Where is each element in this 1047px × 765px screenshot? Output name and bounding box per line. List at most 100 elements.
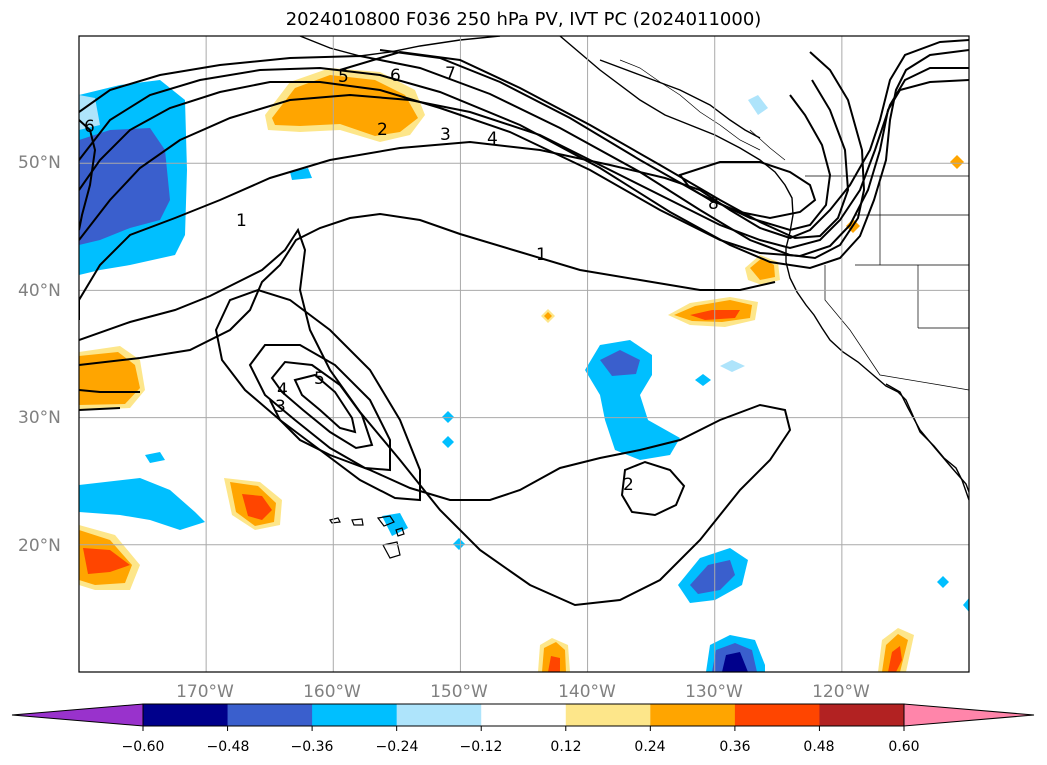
contour-label: 6 [84,117,95,137]
colorbar-segment [143,704,229,726]
map-panel: 1 1 2 2 3 3 4 4 5 5 6 6 7 8 [79,36,969,672]
contour-label: 4 [487,129,498,149]
colorbar-upper-extension [903,703,1035,727]
positive-anomaly-blob [83,548,130,574]
colorbar-segment [734,704,820,726]
contour-line [248,344,391,472]
contour-label: 5 [314,369,325,389]
negative-anomaly-dot [453,538,465,550]
bc-islands [619,59,786,161]
contour-label: 5 [338,67,349,87]
map-frame [78,35,970,673]
colorbar-segment [396,704,482,726]
negative-anomaly-blob [79,478,205,530]
contour-label: 1 [236,211,247,231]
lat-lon-gridlines [79,36,969,672]
contour-line [678,161,817,220]
state-borders [824,176,969,391]
negative-anomaly-blob [79,95,100,130]
colorbar-outline [142,703,905,727]
longitude-labels: 170°W 160°W 150°W 140°W 130°W 120°W [176,682,870,702]
contour-line [379,49,832,232]
colorbar-segment [227,704,313,726]
lon-label: 130°W [685,682,743,702]
contour-labels: 1 1 2 2 3 3 4 4 5 5 6 6 7 8 [84,64,719,495]
negative-anomaly-dot [720,360,745,372]
negative-anomaly-blob [382,513,408,536]
negative-anomaly-dot [442,436,454,448]
colorbar-segment [819,704,905,726]
negative-anomaly-dot [442,411,454,423]
contour-line [620,460,686,517]
negative-anomaly-dot [695,374,711,386]
positive-anomaly-dot [950,155,964,169]
contour-line [79,51,866,260]
hawaiian-islands [329,515,405,559]
colorbar-tick-label: −0.36 [291,739,334,755]
contour-line [79,119,97,231]
positive-anomaly-dot [544,312,552,320]
contour-line [214,288,421,502]
latitude-labels: 50°N 40°N 30°N 20°N [18,153,61,556]
colorbar-segment [650,704,736,726]
colorbar-tick-label: −0.60 [122,739,165,755]
colorbar-tick-label: −0.24 [376,739,419,755]
contour-label: 4 [277,380,288,400]
contour-label: 8 [708,194,719,214]
contour-line [79,212,776,411]
lon-label: 160°W [303,682,361,702]
contour-line [339,50,850,240]
lon-label: 140°W [558,682,616,702]
contour-line [270,360,374,450]
lat-label: 20°N [18,536,61,556]
contour-line [79,67,969,250]
contour-line [79,227,792,607]
colorbar-tick-label: −0.48 [207,739,250,755]
colorbar-tick-label: 0.60 [888,739,919,755]
colorbar-segment [565,704,651,726]
pv-anomaly-fills [79,68,969,672]
contour-line [293,373,357,434]
contour-label: 2 [377,120,388,140]
colorbar-segment [481,704,567,726]
contour-label: 1 [536,245,547,265]
baja-peninsula [885,383,969,493]
contour-line [79,49,969,270]
contour-line [79,389,140,393]
contour-label: 3 [275,397,286,417]
lat-label: 30°N [18,408,61,428]
political-borders [619,59,969,391]
colorbar-tick-label: 0.24 [634,739,665,755]
contour-line [79,79,969,258]
colorbar [11,703,1035,731]
negative-anomaly-blob [722,652,748,672]
negative-anomaly-blob [145,452,165,463]
colorbar-tick-label: 0.36 [719,739,750,755]
negative-anomaly-dot [963,598,969,612]
contour-label: 2 [623,475,634,495]
positive-anomaly-blob [750,258,775,280]
positive-anomaly-blob [242,494,272,520]
lon-label: 120°W [812,682,870,702]
lat-label: 40°N [18,281,61,301]
colorbar-lower-extension [11,703,144,727]
negative-anomaly-blob [600,350,640,376]
negative-anomaly-blob [290,168,312,180]
colorbar-tick-labels: −0.60 −0.48 −0.36 −0.24 −0.12 0.12 0.24 … [122,739,920,755]
lon-label: 150°W [430,682,488,702]
positive-anomaly-blob [548,656,560,672]
lat-label: 50°N [18,153,61,173]
negative-anomaly-dot [748,95,768,115]
contour-label: 7 [445,64,456,84]
negative-anomaly-dot [937,576,949,588]
negative-anomaly-blob [690,560,735,594]
colorbar-tick-label: −0.12 [460,739,503,755]
map-title: 2024010800 F036 250 hPa PV, IVT PC (2024… [285,9,762,30]
contour-line [79,39,969,301]
pv-contours [79,39,969,607]
contour-label: 6 [390,66,401,86]
colorbar-segment [312,704,398,726]
lon-label: 170°W [176,682,234,702]
positive-anomaly-blob [888,646,902,672]
